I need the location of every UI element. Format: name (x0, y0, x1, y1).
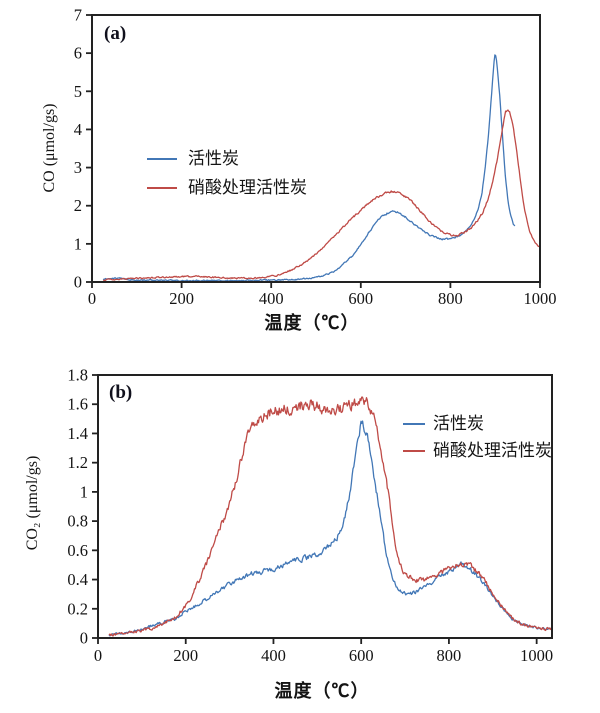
legend-item-1: 硝酸处理活性炭 (147, 173, 307, 202)
legend-line-swatch (147, 186, 177, 189)
y-tick-label: 0.8 (67, 512, 88, 531)
series-line-1-1 (108, 396, 553, 637)
legend-item-0: 活性炭 (403, 410, 552, 437)
chart-a-x-axis-label: 温度（℃） (264, 313, 360, 333)
x-tick-label: 600 (348, 289, 373, 308)
y-tick-label: 0.6 (67, 541, 88, 560)
legend-item-1: 硝酸处理活性炭 (403, 437, 552, 464)
legend-label: 硝酸处理活性炭 (433, 441, 552, 460)
y-tick-label: 0.4 (67, 570, 88, 589)
x-tick-label: 400 (261, 646, 286, 665)
x-tick-label: 1000 (520, 646, 553, 665)
chart-b-y-axis-label: CO₂ (μmol/gs) (24, 455, 41, 551)
legend-label: 硝酸处理活性炭 (188, 178, 307, 197)
legend-line-swatch (403, 422, 425, 425)
x-tick-label: 1000 (524, 289, 557, 308)
y-tick-label: 0 (80, 629, 88, 648)
y-tick-label: 1.2 (67, 453, 88, 472)
x-tick-label: 400 (259, 289, 284, 308)
y-tick-label: 4 (74, 120, 82, 139)
legend-item-0: 活性炭 (147, 144, 307, 173)
y-tick-label: 1 (74, 234, 82, 253)
legend-label: 活性炭 (188, 149, 239, 168)
x-tick-label: 200 (173, 646, 198, 665)
panel-a-label: (a) (104, 23, 127, 44)
plot-frame (91, 14, 541, 283)
y-tick-label: 1 (80, 482, 88, 501)
y-tick-label: 3 (74, 158, 82, 177)
chart-a-y-axis-label: CO (μmol/gs) (41, 103, 58, 193)
chart-b-x-axis-label: 温度（℃） (274, 681, 370, 701)
x-tick-label: 0 (94, 646, 102, 665)
series-line-0-1 (103, 109, 541, 282)
y-tick-label: 6 (74, 44, 82, 63)
x-tick-label: 0 (88, 289, 96, 308)
y-tick-label: 7 (74, 6, 82, 25)
y-tick-label: 0.2 (67, 599, 88, 618)
legend-label: 活性炭 (433, 414, 484, 433)
panel-b-label: (b) (109, 382, 133, 403)
x-tick-label: 200 (169, 289, 194, 308)
plot-frame (97, 374, 553, 639)
y-tick-label: 1.6 (67, 395, 88, 414)
legend-line-swatch (403, 449, 425, 452)
y-tick-label: 1.8 (67, 366, 88, 385)
y-tick-label: 5 (74, 82, 82, 101)
y-tick-label: 1.4 (67, 424, 88, 443)
series-line-1-0 (108, 420, 551, 637)
legend-line-swatch (147, 157, 177, 160)
x-tick-label: 800 (437, 646, 462, 665)
y-tick-label: 2 (74, 196, 82, 215)
chart-b-legend: 活性炭硝酸处理活性炭 (403, 410, 552, 464)
y-tick-label: 0 (74, 273, 82, 292)
chart-a-legend: 活性炭硝酸处理活性炭 (147, 144, 307, 202)
series-line-0-0 (102, 54, 516, 282)
x-tick-label: 800 (438, 289, 463, 308)
x-tick-label: 600 (349, 646, 374, 665)
